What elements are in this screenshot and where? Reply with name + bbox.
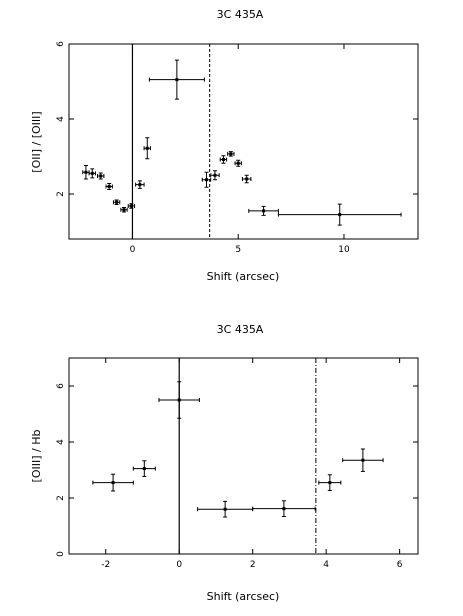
y-tick-label: 2 [56,495,66,501]
data-point [135,180,145,189]
x-tick-label: 0 [176,560,182,570]
y-tick-label: 2 [56,191,66,197]
point-marker [107,185,111,188]
point-marker [90,171,94,175]
data-point [234,159,242,167]
y-tick-label: 4 [56,439,66,445]
y-tick-label: 6 [56,383,66,389]
data-points [92,381,384,518]
data-point [127,203,136,209]
point-marker [129,204,133,208]
data-point [148,59,205,100]
point-marker [84,170,88,174]
x-axis-label: Shift (arcsec) [207,590,280,603]
x-tick-label: 4 [323,560,329,570]
data-point [92,473,134,492]
data-point [210,170,220,181]
data-point [277,203,402,226]
data-point [227,151,235,157]
point-marker [99,174,103,178]
point-marker [177,398,181,402]
chart-title: 3C 435A [217,323,264,336]
point-marker [221,158,225,161]
data-point [132,460,156,477]
data-point [88,168,96,179]
data-point [158,381,200,419]
x-tick-label: 6 [397,560,403,570]
point-marker [245,177,249,181]
data-point [241,174,252,184]
data-point [248,205,279,216]
point-marker [204,178,208,182]
data-point [112,199,121,205]
point-marker [229,152,233,156]
data-point [97,172,105,180]
x-tick-label: -2 [101,560,110,570]
point-marker [223,507,227,511]
chart-panel-oii-oiii: 3C 435A 0 5 10 2 4 6 Shift (arcsec) [OII] / [… [30,8,419,283]
point-marker [328,481,332,485]
data-point [143,137,151,160]
y-axis-label: [OII] / [OIII] [30,111,43,172]
data-point [252,500,316,517]
reference-lines [131,44,211,239]
reference-lines [178,358,317,554]
point-marker [142,467,146,471]
data-point [197,500,254,518]
chart-panel-oiii-hb: 3C 435A -2 0 2 4 6 0 2 4 6 Shift (arcsec) [OIII]… [30,323,419,603]
x-tick-label: 10 [338,245,350,255]
point-marker [262,209,266,213]
point-marker [213,173,217,177]
point-marker [338,213,342,217]
point-marker [122,208,126,212]
x-tick-label: 2 [250,560,256,570]
point-marker [145,146,149,150]
tick-labels: 0 5 10 2 4 6 [56,41,350,255]
point-marker [282,507,286,511]
data-point [201,171,212,188]
y-tick-label: 0 [56,551,66,557]
point-marker [175,78,179,82]
axis-ticks [69,358,418,555]
x-tick-label: 0 [130,245,136,255]
y-tick-label: 6 [56,41,66,47]
x-tick-label: 5 [235,245,241,255]
data-point [105,183,113,190]
chart-title: 3C 435A [217,8,264,21]
point-marker [115,200,119,204]
y-axis-label: [OIII] / Hb [30,430,43,483]
y-tick-label: 4 [56,116,66,122]
data-points [82,59,402,226]
data-point [318,474,342,491]
data-point [120,207,128,213]
data-point [219,155,228,164]
data-point [342,448,384,472]
point-marker [111,481,115,485]
point-marker [236,161,240,165]
plot-frame [68,43,419,240]
plot-frame [68,357,419,555]
tick-labels: -2 0 2 4 6 0 2 4 6 [56,383,403,570]
x-axis-label: Shift (arcsec) [207,270,280,283]
point-marker [138,183,142,187]
data-point [82,165,90,180]
point-marker [361,458,365,462]
